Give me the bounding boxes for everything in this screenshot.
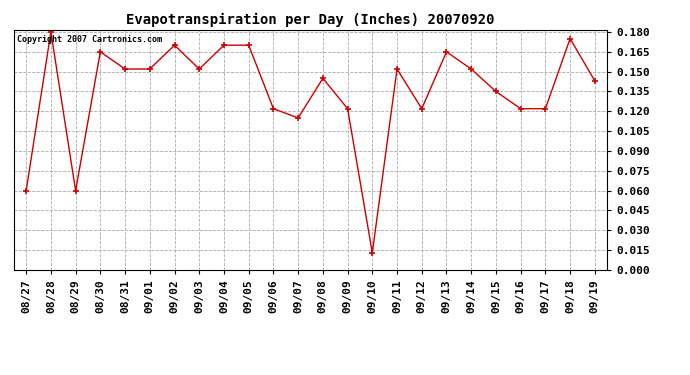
Title: Evapotranspiration per Day (Inches) 20070920: Evapotranspiration per Day (Inches) 2007…	[126, 13, 495, 27]
Text: Copyright 2007 Cartronics.com: Copyright 2007 Cartronics.com	[17, 35, 161, 44]
